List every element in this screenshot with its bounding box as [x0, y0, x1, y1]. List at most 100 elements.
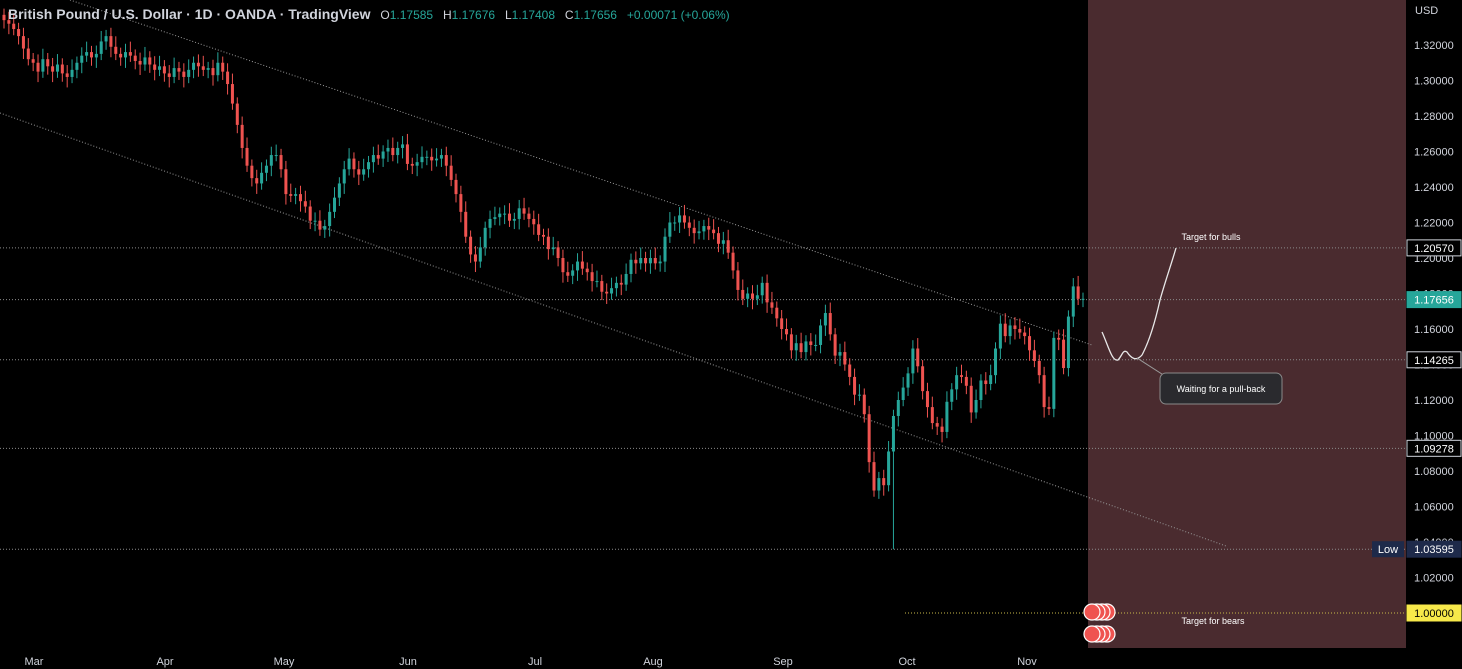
candle-body	[527, 213, 531, 219]
candle-body	[614, 282, 618, 289]
candle-body	[31, 59, 35, 63]
uk-event-marker	[1083, 603, 1101, 621]
candle-body	[70, 69, 74, 77]
candle-body	[1018, 329, 1022, 333]
ohlc-low-key: L	[504, 8, 512, 22]
y-tick-label: 1.30000	[1414, 76, 1454, 88]
candle-body	[721, 240, 725, 244]
candle-body	[1032, 350, 1036, 361]
y-tick-label: 1.22000	[1414, 218, 1454, 230]
x-tick-label: Mar	[25, 656, 44, 668]
y-tick-label: 1.08000	[1414, 466, 1454, 478]
candle-body	[989, 375, 993, 385]
candle-body	[750, 293, 755, 299]
candle-body	[162, 66, 166, 74]
currency-label: USD	[1415, 5, 1438, 17]
ohlc-high-value: 1.17676	[451, 8, 496, 22]
candle-body	[959, 375, 963, 377]
candle-body	[221, 62, 225, 72]
candle-body	[775, 307, 779, 319]
candle-body	[114, 46, 118, 54]
candle-body	[955, 375, 959, 390]
candle-body	[352, 158, 356, 170]
candle-body	[99, 41, 103, 54]
candle-body	[668, 222, 672, 237]
candle-body	[726, 240, 730, 253]
level-price-label: 1.00000	[1414, 608, 1454, 620]
candle-body	[469, 236, 473, 255]
candle-body	[532, 218, 536, 225]
candle-body	[444, 155, 448, 166]
candle-body	[182, 71, 186, 77]
candle-body	[877, 478, 881, 491]
candle-body	[46, 59, 50, 67]
candle-body	[216, 62, 220, 76]
low-tag	[1372, 541, 1404, 558]
candle-body	[410, 163, 414, 166]
candle-body	[964, 376, 968, 386]
candle-body	[420, 156, 424, 163]
candle-body	[843, 352, 847, 365]
candle-body	[1062, 339, 1066, 369]
candle-body	[644, 258, 648, 264]
x-tick-label: Jun	[399, 656, 417, 668]
us-event-marker	[1083, 625, 1101, 643]
candle-body	[303, 201, 307, 207]
candle-body	[51, 66, 55, 72]
candle-body	[1042, 375, 1046, 408]
candle-body	[1003, 323, 1007, 337]
candle-body	[133, 55, 137, 61]
ohlc-change: +0.00071 (+0.06%)	[626, 8, 730, 22]
candle-body	[201, 66, 205, 70]
time-axis	[0, 648, 1462, 669]
candle-body	[994, 348, 998, 376]
candle-body	[36, 62, 40, 72]
candle-body	[371, 155, 375, 163]
level-price-tag	[1406, 351, 1462, 369]
y-tick-label: 1.12000	[1414, 395, 1454, 407]
candle-body	[401, 144, 405, 148]
candle-body	[595, 281, 599, 283]
ohlc-close-value: 1.17656	[573, 8, 617, 22]
candle-body	[712, 229, 716, 234]
candle-body	[503, 213, 507, 215]
candle-body	[119, 53, 123, 58]
projected-path	[1101, 247, 1177, 361]
candle-body	[760, 282, 764, 296]
candle-body	[940, 426, 944, 432]
candle-body	[483, 227, 487, 248]
y-tick-label: 1.06000	[1414, 502, 1454, 514]
candle-body	[610, 288, 614, 294]
candle-body	[862, 394, 866, 415]
candle-body	[473, 254, 477, 262]
chart-header: British Pound / U.S. Dollar · 1D · OANDA…	[8, 6, 730, 22]
candle-body	[925, 391, 929, 408]
candle-body	[328, 211, 332, 227]
candle-body	[789, 334, 793, 351]
candle-body	[240, 124, 244, 148]
candle-body	[196, 62, 200, 67]
symbol-title[interactable]: British Pound / U.S. Dollar · 1D · OANDA…	[8, 6, 371, 22]
candle-body	[634, 259, 638, 264]
level-price-tag	[1406, 604, 1462, 622]
candle-body	[279, 155, 283, 170]
candle-body	[264, 165, 268, 173]
candle-body	[537, 224, 541, 235]
candle-body	[741, 289, 745, 299]
candle-body	[785, 329, 789, 335]
candle-body	[736, 270, 740, 290]
candle-body	[731, 252, 735, 271]
candle-body	[172, 68, 176, 77]
candle-body	[332, 197, 337, 212]
candle-body	[692, 227, 696, 234]
candle-body	[828, 313, 832, 335]
candle-body	[1071, 286, 1075, 317]
candle-body	[541, 234, 546, 237]
candle-body	[206, 68, 210, 70]
target-bears-label: Target for bears	[1181, 616, 1245, 626]
candle-body	[911, 348, 915, 374]
target-bulls-label: Target for bulls	[1181, 232, 1241, 242]
candle-body	[192, 62, 196, 70]
candle-body	[853, 376, 857, 395]
